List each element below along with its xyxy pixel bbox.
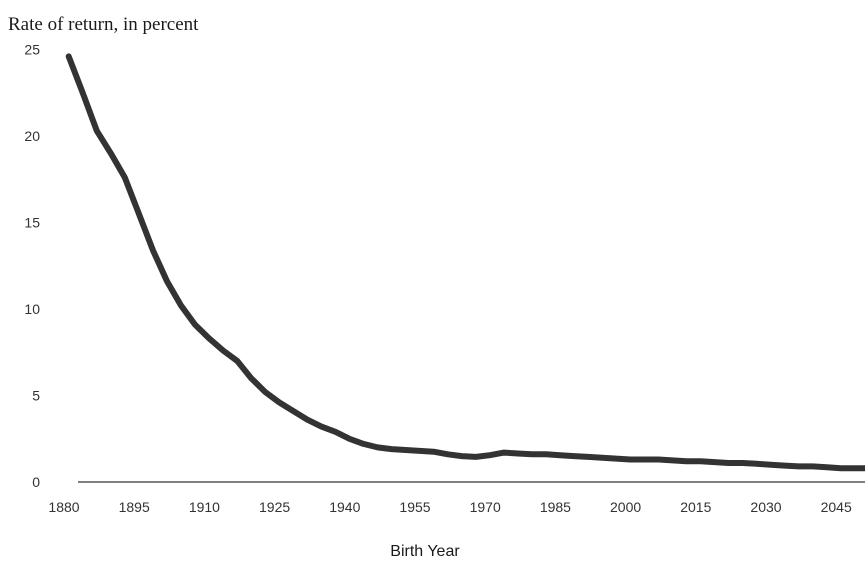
x-tick-label: 1895 bbox=[119, 499, 150, 515]
y-tick-label: 5 bbox=[32, 388, 40, 404]
y-tick-label: 0 bbox=[32, 474, 40, 490]
y-tick-label: 25 bbox=[24, 42, 40, 58]
x-tick-label: 1880 bbox=[48, 499, 79, 515]
y-tick-labels: 0 5 10 15 20 25 bbox=[24, 42, 40, 491]
rate-of-return-line bbox=[65, 53, 865, 472]
x-axis-title: Birth Year bbox=[390, 543, 460, 560]
x-tick-label: 1940 bbox=[329, 499, 360, 515]
x-tick-label: 2015 bbox=[680, 499, 711, 515]
x-tick-label: 1910 bbox=[189, 499, 220, 515]
x-tick-label: 2030 bbox=[750, 499, 781, 515]
x-tick-label: 2045 bbox=[821, 499, 852, 515]
x-tick-labels: 1880 1895 1910 1925 1940 1955 1970 1985 2000 2015… bbox=[48, 499, 852, 515]
x-tick-label: 1970 bbox=[470, 499, 501, 515]
y-tick-label: 20 bbox=[24, 128, 40, 144]
x-tick-label: 1985 bbox=[540, 499, 571, 515]
y-tick-label: 10 bbox=[24, 301, 40, 317]
y-tick-label: 15 bbox=[24, 215, 40, 231]
x-tick-label: 1925 bbox=[259, 499, 290, 515]
y-axis-title: Rate of return, in percent bbox=[8, 14, 199, 35]
x-tick-label: 1955 bbox=[399, 499, 430, 515]
x-tick-label: 2000 bbox=[610, 499, 641, 515]
